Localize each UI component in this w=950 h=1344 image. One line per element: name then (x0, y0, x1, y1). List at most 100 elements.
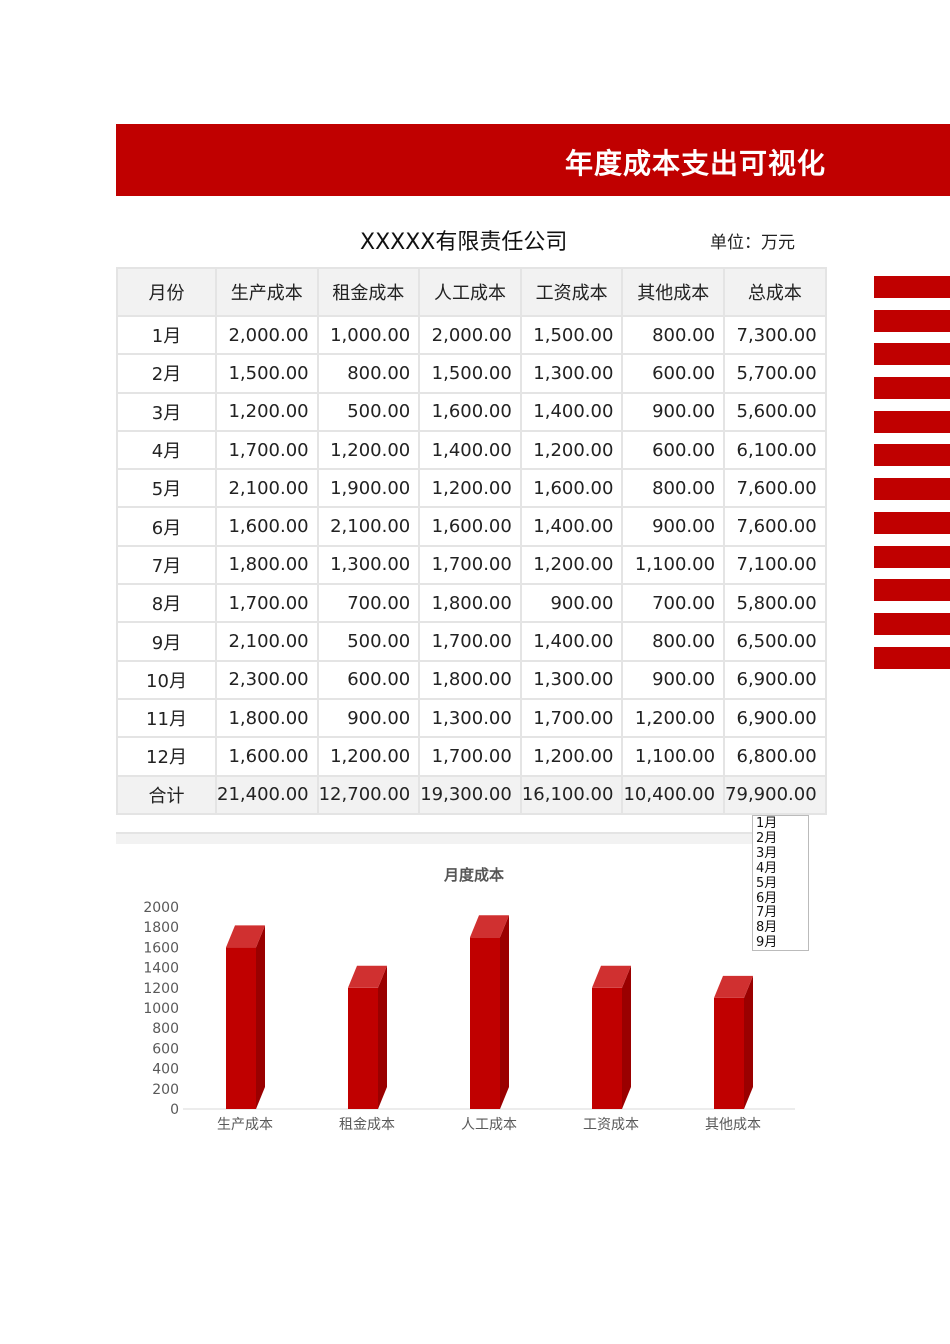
month-cell: 7月 (116, 544, 217, 586)
value-cell: 900.00 (621, 391, 726, 432)
table-row: 2月 1,500.00 800.00 1,500.00 1,300.00 600.00 5,… (116, 353, 827, 394)
month-cell: 8月 (116, 583, 217, 624)
chart-title: 月度成本 (444, 866, 505, 884)
value-cell: 1,600.00 (418, 391, 522, 432)
value-cell: 1,200.00 (316, 429, 421, 471)
bar (714, 997, 744, 1109)
value-cell: 1,300.00 (519, 659, 624, 700)
column-header: 月份 (116, 267, 217, 317)
slicer-item[interactable]: 6月 (756, 890, 778, 906)
y-tick-label: 400 (152, 1062, 179, 1078)
value-cell: 1,700.00 (519, 697, 624, 739)
x-tick-label: 人工成本 (461, 1117, 517, 1133)
y-tick-label: 1800 (143, 920, 179, 936)
bar (226, 947, 256, 1109)
value-cell: 1,600.00 (215, 506, 319, 547)
bar (470, 937, 500, 1109)
value-cell: 800.00 (621, 468, 726, 509)
value-cell: 1,600.00 (418, 506, 522, 547)
value-cell: 500.00 (316, 621, 421, 662)
bar-top (470, 915, 509, 938)
value-cell: 1,400.00 (519, 621, 624, 662)
y-tick-label: 2000 (143, 900, 179, 916)
hidden-row-strip (116, 832, 806, 844)
value-cell: 1,800.00 (215, 697, 319, 739)
value-cell: 1,400.00 (519, 506, 624, 547)
month-cell: 11月 (116, 697, 217, 739)
table-row: 12月 1,600.00 1,200.00 1,700.00 1,200.00 1,100… (116, 736, 827, 777)
total-row: 合计 21,400.00 12,700.00 19,300.00 16,100.00 10… (116, 774, 827, 815)
bar-side (500, 915, 509, 1109)
value-cell: 1,100.00 (621, 544, 726, 586)
unit-label: 单位：万元 (710, 233, 795, 253)
slicer-item[interactable]: 8月 (756, 920, 778, 936)
x-tick-label: 租金成本 (339, 1117, 395, 1133)
y-tick-label: 1400 (143, 961, 179, 977)
bar-side (256, 925, 265, 1109)
value-cell: 1,700.00 (215, 429, 319, 471)
table-row: 9月 2,100.00 500.00 1,700.00 1,400.00 800.00 6,… (116, 621, 827, 662)
table-row: 11月 1,800.00 900.00 1,300.00 1,700.00 1,200.0… (116, 697, 827, 739)
slicer-item[interactable]: 7月 (756, 905, 778, 921)
value-cell: 2,100.00 (316, 506, 421, 547)
column-header: 生产成本 (215, 267, 319, 317)
value-cell: 900.00 (621, 659, 726, 700)
value-cell: 1,700.00 (418, 736, 522, 777)
value-cell: 1,300.00 (519, 353, 624, 394)
bar-top (348, 965, 387, 988)
column-header: 租金成本 (316, 267, 421, 317)
bar (348, 987, 378, 1109)
table-row: 6月 1,600.00 2,100.00 1,600.00 1,400.00 900.00… (116, 506, 827, 547)
value-cell: 600.00 (316, 659, 421, 700)
month-cell: 12月 (116, 736, 217, 777)
slicer-item[interactable]: 5月 (756, 875, 778, 891)
value-cell: 2,100.00 (215, 621, 319, 662)
y-tick-label: 1600 (143, 940, 179, 956)
decorative-stripes (874, 276, 950, 680)
month-cell: 1月 (116, 314, 217, 356)
value-cell: 900.00 (621, 506, 726, 547)
y-tick-label: 600 (152, 1041, 179, 1057)
value-cell: 600.00 (621, 429, 726, 471)
slicer-item[interactable]: 1月 (756, 816, 778, 831)
value-cell: 1,200.00 (519, 429, 624, 471)
value-cell: 700.00 (316, 583, 421, 624)
bar-side (622, 965, 631, 1109)
bar (592, 987, 622, 1109)
month-cell: 4月 (116, 429, 217, 471)
value-cell: 1,400.00 (418, 429, 522, 471)
month-slicer[interactable]: 1月 2月 3月 4月 5月 6月 7月 8月 9月 (752, 815, 809, 951)
value-cell: 5,700.00 (723, 353, 827, 394)
value-cell: 2,000.00 (215, 314, 319, 356)
x-tick-label: 工资成本 (583, 1117, 639, 1133)
value-cell: 1,400.00 (519, 391, 624, 432)
month-cell: 6月 (116, 506, 217, 547)
value-cell: 900.00 (316, 697, 421, 739)
month-cell: 2月 (116, 353, 217, 394)
value-cell: 7,600.00 (723, 506, 827, 547)
bar-top (714, 975, 753, 998)
value-cell: 6,900.00 (723, 697, 827, 739)
value-cell: 900.00 (519, 583, 624, 624)
bar-top (226, 925, 265, 948)
column-header: 其他成本 (621, 267, 726, 317)
value-cell: 1,700.00 (418, 544, 522, 586)
y-tick-label: 1000 (143, 1001, 179, 1017)
value-cell: 500.00 (316, 391, 421, 432)
x-tick-label: 生产成本 (217, 1117, 273, 1133)
table-row: 8月 1,700.00 700.00 1,800.00 900.00 700.00 5,80… (116, 583, 827, 624)
value-cell: 1,800.00 (215, 544, 319, 586)
total-cell: 19,300.00 (418, 774, 522, 815)
slicer-item[interactable]: 3月 (756, 845, 778, 861)
value-cell: 6,800.00 (723, 736, 827, 777)
value-cell: 6,500.00 (723, 621, 827, 662)
slicer-item[interactable]: 9月 (756, 935, 778, 951)
column-header: 人工成本 (418, 267, 522, 317)
value-cell: 6,900.00 (723, 659, 827, 700)
month-cell: 9月 (116, 621, 217, 662)
value-cell: 700.00 (621, 583, 726, 624)
slicer-item[interactable]: 2月 (756, 830, 778, 846)
value-cell: 2,000.00 (418, 314, 522, 356)
slicer-item[interactable]: 4月 (756, 860, 778, 876)
total-cell: 10,400.00 (621, 774, 726, 815)
